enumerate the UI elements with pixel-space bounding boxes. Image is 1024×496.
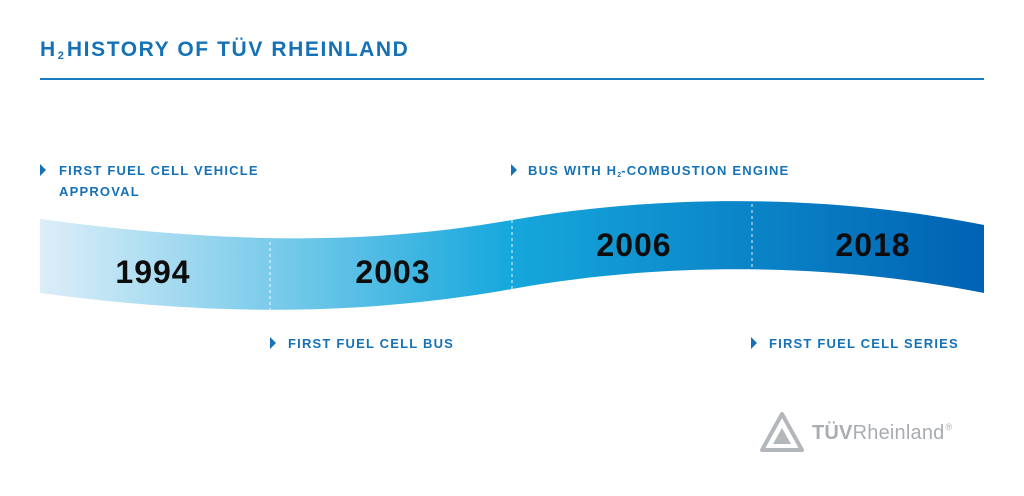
tuv-rheinland-logo: TÜVRheinland®	[760, 412, 952, 454]
page-title: H2 HISTORY OF TÜV RHEINLAND	[40, 38, 409, 62]
chevron-right-icon	[40, 164, 46, 176]
ribbon-band	[40, 201, 984, 310]
event-2006: BUS WITH H2-COMBUSTION ENGINE	[511, 160, 789, 186]
event-2006-subscript: 2	[617, 172, 622, 179]
logo-wordmark: TÜVRheinland®	[812, 422, 952, 445]
year-1994: 1994	[115, 254, 190, 290]
logo-wordmark-bold: TÜV	[812, 421, 853, 444]
title-text: HISTORY OF TÜV RHEINLAND	[66, 38, 410, 61]
chevron-right-icon	[270, 337, 276, 349]
event-2003: FIRST FUEL CELL BUS	[270, 333, 454, 354]
logo-wordmark-regular: Rheinland	[852, 421, 945, 444]
logo-registered-mark: ®	[945, 421, 953, 432]
chevron-right-icon	[511, 164, 517, 176]
event-2006-text-post: -COMBUSTION ENGINE	[621, 163, 790, 178]
event-2003-line1: FIRST FUEL CELL BUS	[288, 336, 455, 351]
event-1994: FIRST FUEL CELL VEHICLE APPROVAL	[40, 160, 259, 202]
event-2006-text-pre: BUS WITH H	[528, 163, 618, 178]
event-2006-line1: BUS WITH H2-COMBUSTION ENGINE	[511, 160, 789, 186]
tuv-triangle-icon	[760, 412, 804, 452]
title-h: H	[40, 38, 57, 61]
title-subscript: 2	[57, 50, 64, 62]
event-2018: FIRST FUEL CELL SERIES	[751, 333, 959, 354]
event-1994-line2: APPROVAL	[59, 184, 140, 199]
chevron-right-icon	[751, 337, 757, 349]
year-2006: 2006	[596, 227, 671, 263]
year-2018: 2018	[835, 227, 910, 263]
title-divider	[40, 78, 984, 80]
event-1994-line1: FIRST FUEL CELL VEHICLE	[59, 163, 259, 178]
year-2003: 2003	[355, 254, 430, 290]
event-2018-line1: FIRST FUEL CELL SERIES	[769, 336, 959, 351]
